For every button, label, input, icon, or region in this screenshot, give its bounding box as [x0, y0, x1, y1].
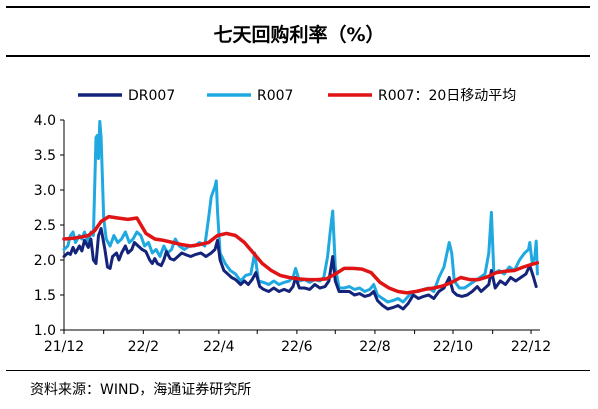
series-line-dr007: [62, 227, 538, 311]
top-rule: [6, 6, 590, 8]
x-tick-label: 22/2: [128, 339, 159, 355]
legend-label: R007: [257, 88, 293, 104]
x-tick-label: 22/8: [359, 339, 390, 355]
legend-label: R007：20日移动平均: [378, 88, 516, 104]
series-line-r007-ma20: [62, 214, 540, 295]
source-note: 资料来源：WIND，海通证券研究所: [30, 382, 252, 398]
y-tick-label: 2.0: [34, 253, 56, 269]
y-tick-label: 1.5: [34, 288, 56, 304]
legend-label: DR007: [128, 88, 175, 104]
title-underline: [6, 55, 590, 57]
y-tick-label: 2.5: [34, 218, 56, 234]
series-line-r007: [62, 119, 539, 304]
x-tick-label: 22/6: [281, 339, 313, 355]
x-tick-label: 22/4: [203, 339, 235, 355]
bottom-rule: [6, 370, 590, 371]
y-tick-label: 3.0: [34, 183, 56, 199]
x-tick-label: 21/12: [44, 339, 84, 355]
y-tick-label: 4.0: [34, 113, 56, 129]
x-tick-label: 22/10: [433, 339, 473, 355]
y-tick-label: 1.0: [34, 323, 56, 339]
chart-title: 七天回购利率（%）: [213, 24, 385, 46]
y-tick-label: 3.5: [34, 148, 56, 164]
x-tick-label: 22/12: [511, 339, 551, 355]
